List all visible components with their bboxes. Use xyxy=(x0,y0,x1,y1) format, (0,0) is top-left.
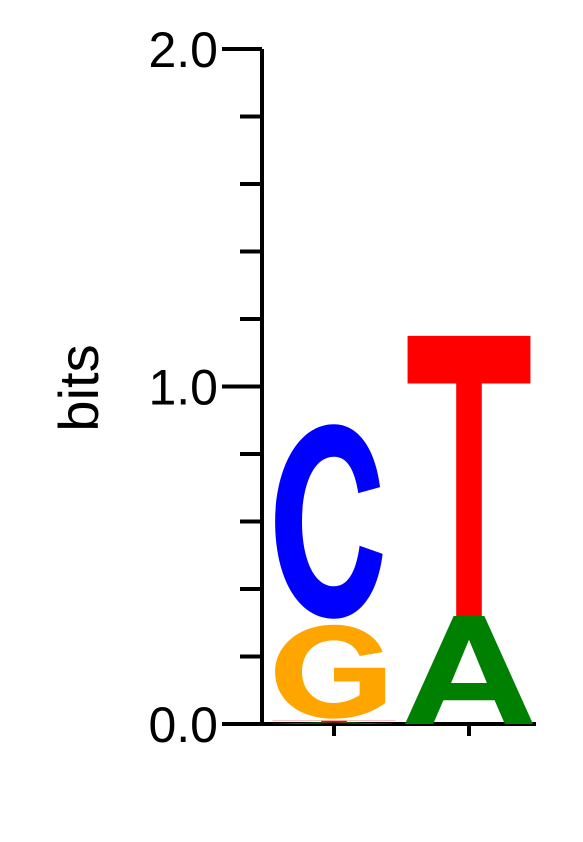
letter-glyph xyxy=(275,624,386,719)
letter-glyph xyxy=(272,720,396,723)
y-tick-label: 2.0 xyxy=(148,22,218,78)
letter-glyph xyxy=(407,335,531,616)
logo-letter-A xyxy=(405,616,533,724)
y-tick-label: 1.0 xyxy=(148,360,218,416)
letter-stacks xyxy=(270,335,533,724)
logo-letter-A xyxy=(270,722,398,724)
letter-glyph xyxy=(275,424,383,619)
logo-letter-T xyxy=(272,720,396,723)
y-axis-label: bits xyxy=(47,344,110,431)
letter-glyph xyxy=(405,616,533,724)
y-axis: 0.0 1.0 2.0 xyxy=(148,22,536,753)
letter-glyph xyxy=(270,722,398,724)
logo-letter-T xyxy=(407,335,531,616)
logo-letter-C xyxy=(275,424,383,619)
y-tick-label: 0.0 xyxy=(148,697,218,753)
logo-letter-G xyxy=(275,624,386,719)
